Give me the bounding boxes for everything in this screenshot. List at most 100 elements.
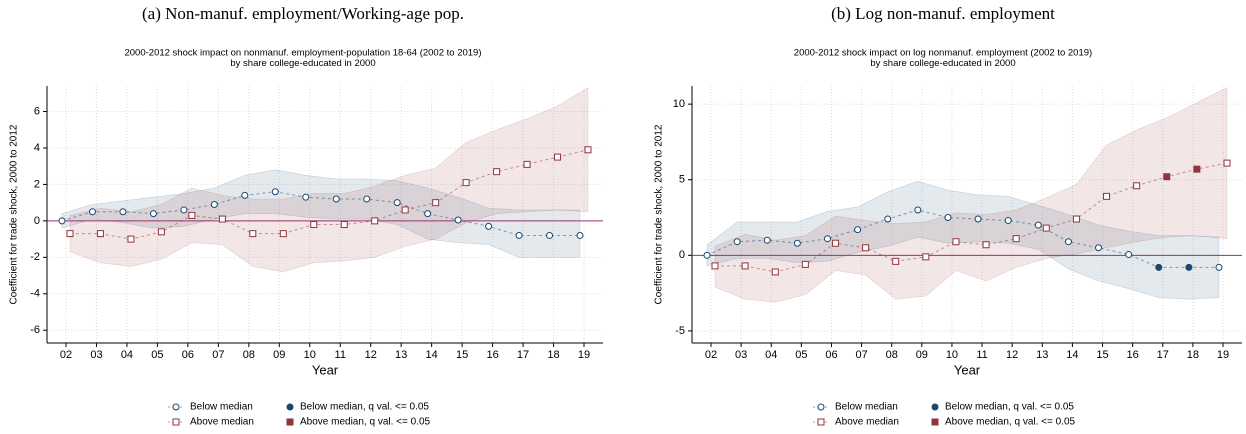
legend-marker bbox=[172, 418, 180, 426]
data-point bbox=[914, 206, 922, 214]
data-point bbox=[340, 221, 348, 229]
legend-label: Above median bbox=[835, 417, 899, 428]
data-point bbox=[432, 199, 440, 207]
data-point bbox=[793, 239, 801, 247]
y-tick-label: -6 bbox=[30, 324, 40, 336]
confidence-band bbox=[706, 180, 1220, 300]
data-point bbox=[546, 231, 554, 239]
data-point bbox=[241, 191, 249, 199]
series-line bbox=[61, 191, 580, 236]
x-tick-label: 04 bbox=[765, 349, 777, 361]
y-tick-label: 6 bbox=[34, 105, 40, 117]
data-point bbox=[401, 206, 409, 214]
data-point bbox=[952, 238, 960, 246]
data-point bbox=[302, 193, 310, 201]
data-point bbox=[576, 231, 584, 239]
data-point bbox=[119, 208, 127, 216]
data-point bbox=[584, 146, 592, 154]
legend-label: Below median bbox=[190, 402, 253, 413]
data-point bbox=[249, 230, 257, 238]
y-tick-label: 0 bbox=[34, 215, 40, 227]
x-tick-label: 18 bbox=[1187, 349, 1199, 361]
y-tick-label: -2 bbox=[30, 251, 40, 263]
chart-title: 2000-2012 shock impact on log nonmanuf. … bbox=[794, 48, 1092, 59]
data-point bbox=[1064, 238, 1072, 246]
x-tick-label: 11 bbox=[976, 349, 987, 361]
y-tick-label: 10 bbox=[673, 98, 685, 110]
data-point bbox=[1215, 263, 1223, 271]
data-point bbox=[703, 251, 711, 259]
data-point bbox=[1072, 215, 1080, 223]
legend-label: Below median bbox=[835, 402, 898, 413]
x-tick-label: 05 bbox=[795, 349, 807, 361]
y-tick-label: -5 bbox=[675, 325, 685, 337]
x-tick-label: 07 bbox=[212, 349, 224, 361]
x-tick-label: 16 bbox=[1127, 349, 1139, 361]
legend-label: Above median, q val. <= 0.05 bbox=[945, 417, 1076, 428]
data-point bbox=[210, 200, 218, 208]
chart-title: by share college-educated in 2000 bbox=[870, 58, 1015, 69]
x-tick-label: 03 bbox=[90, 349, 102, 361]
data-point bbox=[741, 262, 749, 270]
data-point bbox=[1103, 192, 1111, 200]
data-point bbox=[58, 217, 66, 225]
data-point bbox=[271, 188, 279, 196]
x-axis-label: Year bbox=[954, 362, 981, 377]
y-axis-label: Coefficient for trade shock, 2000 to 201… bbox=[654, 124, 665, 304]
data-point bbox=[332, 195, 340, 203]
data-point bbox=[180, 206, 188, 214]
x-tick-label: 14 bbox=[426, 349, 438, 361]
data-point bbox=[733, 238, 741, 246]
data-point bbox=[96, 230, 104, 238]
legend-marker bbox=[172, 403, 180, 411]
data-point bbox=[1223, 159, 1231, 167]
data-point bbox=[127, 235, 135, 243]
x-tick-label: 08 bbox=[243, 349, 255, 361]
data-point bbox=[771, 268, 779, 276]
legend-marker bbox=[931, 418, 939, 426]
data-point bbox=[801, 260, 809, 268]
y-axis-label: Coefficient for trade shock, 2000 to 201… bbox=[9, 124, 20, 304]
data-point bbox=[218, 215, 226, 223]
data-point bbox=[862, 244, 870, 252]
x-tick-label: 17 bbox=[517, 349, 529, 361]
data-point bbox=[892, 257, 900, 265]
data-point bbox=[1193, 165, 1201, 173]
panel-caption: (a) Non-manuf. employment/Working-age po… bbox=[142, 4, 464, 23]
legend-marker bbox=[817, 418, 825, 426]
x-tick-label: 12 bbox=[1006, 349, 1018, 361]
data-point bbox=[944, 214, 952, 222]
data-point bbox=[454, 216, 462, 224]
x-tick-label: 13 bbox=[1036, 349, 1048, 361]
x-tick-label: 15 bbox=[1096, 349, 1108, 361]
data-point bbox=[363, 195, 371, 203]
data-point bbox=[922, 253, 930, 261]
x-tick-label: 12 bbox=[365, 349, 377, 361]
data-point bbox=[424, 210, 432, 218]
data-point bbox=[1155, 263, 1163, 271]
data-point bbox=[523, 160, 531, 168]
data-point bbox=[884, 215, 892, 223]
data-point bbox=[393, 199, 401, 207]
x-tick-label: 06 bbox=[182, 349, 194, 361]
data-point bbox=[763, 236, 771, 244]
data-point bbox=[974, 215, 982, 223]
x-tick-label: 02 bbox=[60, 349, 72, 361]
panel-caption: (b) Log non-manuf. employment bbox=[831, 4, 1055, 23]
x-tick-label: 10 bbox=[304, 349, 316, 361]
data-point bbox=[1012, 235, 1020, 243]
data-point bbox=[554, 153, 562, 161]
data-point bbox=[1133, 182, 1141, 190]
data-point bbox=[310, 221, 318, 229]
x-tick-label: 15 bbox=[456, 349, 468, 361]
data-point bbox=[831, 239, 839, 247]
x-tick-label: 03 bbox=[735, 349, 747, 361]
series-line bbox=[715, 162, 1228, 273]
data-point bbox=[1034, 221, 1042, 229]
x-tick-label: 04 bbox=[121, 349, 133, 361]
legend-label: Above median bbox=[190, 417, 254, 428]
confidence-band bbox=[61, 169, 581, 258]
data-point bbox=[1185, 263, 1193, 271]
y-tick-label: 4 bbox=[34, 142, 40, 154]
confidence-band bbox=[69, 87, 589, 273]
